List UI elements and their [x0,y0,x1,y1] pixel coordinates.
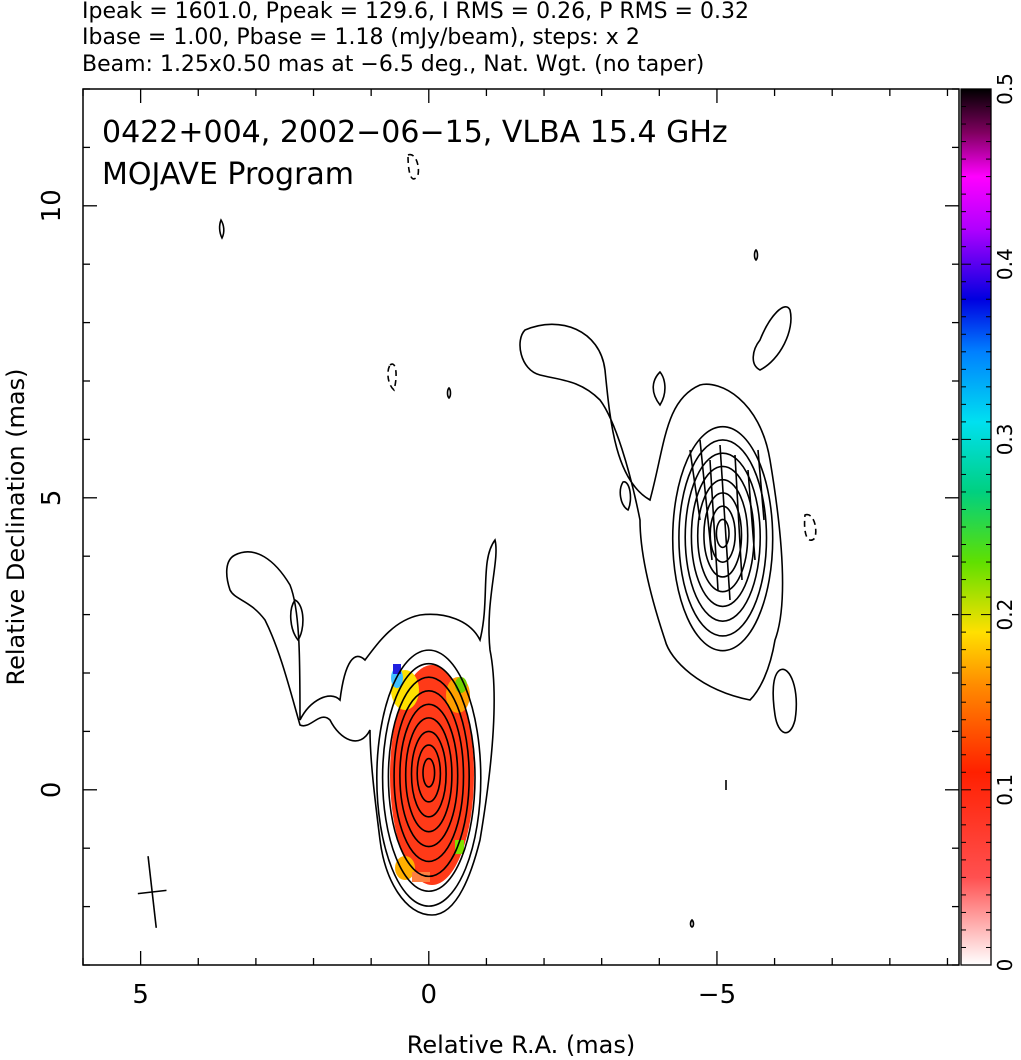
beam-symbol [137,856,167,928]
core-contour-5 [399,703,459,848]
jet-contour-8 [715,518,730,549]
core-contour-7 [410,730,447,818]
beam-minor-axis [137,889,167,895]
colorbar-tick-label: 0 [993,959,1017,972]
x-tick-label: 5 [132,980,149,1010]
y-tick-label: 10 [37,189,67,222]
colorbar-tick-label: 0.1 [993,774,1017,806]
core-contour-4 [393,690,465,863]
x-tick-label: −5 [698,980,736,1010]
core-contour-9 [422,757,436,788]
chart-title: 0422+004, 2002−06−15, VLBA 15.4 GHz [102,115,728,150]
core-contour-3 [387,676,470,878]
x-axis-label: Relative R.A. (mas) [407,1031,635,1059]
colorbar-tick-label: 0.4 [993,248,1017,280]
y-tick-label: 0 [37,782,67,799]
core-contour-8 [416,744,442,803]
header-peak-line: Ipeak = 1601.0, Ppeak = 129.6, I RMS = 0… [82,0,749,24]
header-beam-line: Beam: 1.25x0.50 mas at −6.5 deg., Nat. W… [82,52,705,77]
jet-contour-4 [690,465,755,608]
chart-subtitle: MOJAVE Program [102,157,354,192]
colorbar-ticks [961,88,991,966]
axis-ticks [82,88,959,966]
jet-contour-1 [671,425,774,652]
jet-contour-3 [684,452,762,622]
colorbar-tick-label: 0.5 [993,73,1017,105]
polarization-vectors [689,439,765,790]
jet-contours [218,153,817,928]
core-contour-1 [375,649,482,907]
x-tick-label: 0 [421,980,438,1010]
map-layer [218,153,817,928]
colorbar-tick-label: 0.2 [993,599,1017,631]
jet-contour-2 [678,439,768,637]
colorbar-tick-labels: 0 0.1 0.2 0.3 0.4 0.5 [993,73,1017,971]
y-tick-label: 5 [37,490,67,507]
plot-frame [82,88,960,966]
colorbar-tick-label: 0.3 [993,423,1017,455]
header-base-line: Ibase = 1.00, Pbase = 1.18 (mJy/beam), s… [82,25,640,50]
core-contour-2 [381,662,476,893]
core-contour-6 [404,717,453,833]
axis-tick-labels: 5 0 −5 0 5 10 [37,189,736,1010]
y-axis-label: Relative Declination (mas) [2,368,30,685]
